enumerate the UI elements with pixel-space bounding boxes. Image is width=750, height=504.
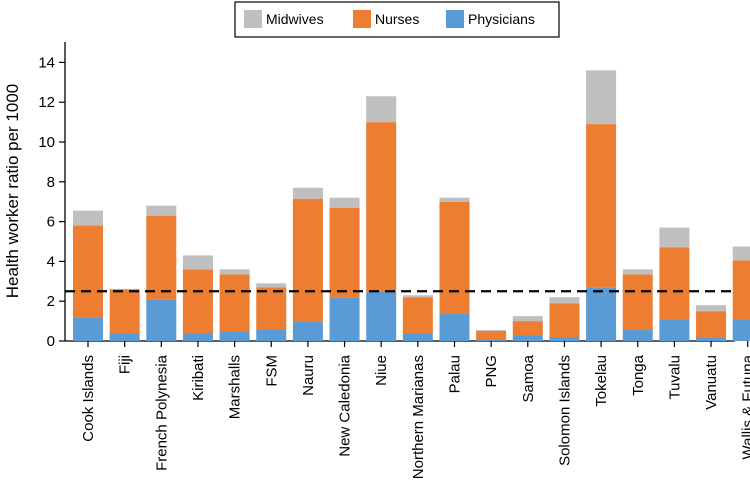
bar-physicians-14 [586, 287, 617, 341]
y-tick-label: 2 [47, 293, 55, 310]
bar-midwives-11 [476, 330, 507, 332]
bar-nurses-7 [329, 207, 360, 298]
bar-physicians-4 [219, 331, 250, 341]
y-tick-label: 10 [38, 134, 55, 151]
bar-nurses-15 [622, 274, 653, 331]
bar-nurses-9 [402, 297, 433, 334]
bar-midwives-12 [512, 316, 543, 322]
legend: Midwives Nurses Physicians [234, 1, 560, 38]
category-label: Palau [447, 355, 464, 393]
category-label: Nauru [300, 355, 317, 396]
bar-nurses-12 [512, 321, 543, 336]
bar-physicians-13 [549, 337, 580, 341]
y-axis-label: Health worker ratio per 1000 [3, 84, 22, 299]
category-label: Fiji [117, 355, 134, 374]
bar-physicians-2 [146, 299, 177, 341]
bar-nurses-2 [146, 215, 177, 300]
bar-physicians-16 [659, 319, 690, 341]
category-label: Solomon Islands [556, 355, 573, 466]
legend-label-nurses: Nurses [375, 11, 419, 27]
legend-label-physicians: Physicians [468, 11, 535, 27]
bar-midwives-17 [696, 305, 727, 312]
bar-physicians-6 [292, 321, 323, 341]
bar-physicians-1 [109, 333, 140, 341]
bar-midwives-10 [439, 197, 470, 202]
y-tick-label: 8 [47, 174, 55, 191]
category-label: Niue [373, 355, 390, 386]
legend-swatch-nurses [353, 10, 371, 28]
bar-midwives-5 [256, 283, 287, 288]
bar-physicians-15 [622, 330, 653, 341]
bar-midwives-9 [402, 295, 433, 298]
bar-nurses-4 [219, 274, 250, 332]
legend-swatch-physicians [446, 10, 464, 28]
bar-physicians-8 [366, 291, 397, 341]
category-label: Tokelau [593, 355, 610, 407]
bar-physicians-3 [182, 333, 213, 341]
bar-nurses-14 [586, 124, 617, 288]
bar-midwives-14 [586, 70, 617, 125]
y-tick-label: 14 [38, 54, 55, 71]
y-tick-label: 6 [47, 214, 55, 231]
bar-physicians-9 [402, 333, 433, 341]
bar-physicians-11 [476, 340, 507, 341]
bar-midwives-4 [219, 269, 250, 275]
category-label: New Caledonia [337, 354, 354, 456]
category-label: Tonga [630, 354, 647, 396]
bar-midwives-18 [732, 246, 750, 261]
bar-midwives-8 [366, 96, 397, 123]
bar-midwives-15 [622, 269, 653, 275]
bar-midwives-13 [549, 297, 580, 304]
x-axis-labels: Cook Islands Fiji French Polynesia Kiribati… [80, 354, 750, 479]
bar-nurses-13 [549, 303, 580, 338]
bar-physicians-18 [732, 319, 750, 341]
category-label: Cook Islands [80, 355, 97, 442]
bar-midwives-2 [146, 205, 177, 216]
category-label: Wallis & Futuna [740, 354, 750, 459]
y-tick-label: 4 [47, 253, 55, 270]
bar-physicians-5 [256, 329, 287, 341]
bar-nurses-16 [659, 247, 690, 320]
bar-nurses-1 [109, 289, 140, 334]
bar-nurses-8 [366, 122, 397, 292]
bar-midwives-0 [73, 210, 103, 226]
bar-midwives-7 [329, 197, 360, 208]
legend-label-midwives: Midwives [266, 11, 324, 27]
category-label: Northern Marianas [410, 355, 427, 479]
y-axis-label-group: Health worker ratio per 1000 [3, 84, 22, 299]
category-label: French Polynesia [153, 354, 170, 471]
bar-nurses-3 [182, 269, 213, 334]
category-label: Samoa [520, 354, 537, 402]
bar-midwives-16 [659, 227, 690, 248]
bar-nurses-11 [476, 331, 507, 341]
bar-physicians-12 [512, 335, 543, 341]
category-label: Marshalls [227, 355, 244, 419]
category-label: Tuvalu [666, 355, 683, 399]
y-tick-label: 12 [38, 94, 55, 111]
legend-box [234, 1, 560, 38]
legend-swatch-midwives [244, 10, 262, 28]
bar-nurses-6 [292, 198, 323, 322]
bar-midwives-3 [182, 255, 213, 270]
y-tick-label: 0 [47, 333, 55, 350]
bar-midwives-6 [292, 187, 323, 199]
bar-nurses-5 [256, 287, 287, 330]
bar-physicians-10 [439, 313, 470, 341]
bars [73, 70, 750, 341]
bar-nurses-18 [732, 260, 750, 320]
bar-physicians-17 [696, 338, 727, 341]
category-label: Vanuatu [703, 355, 720, 410]
category-label: Kiribati [190, 355, 207, 401]
bar-physicians-0 [73, 317, 103, 341]
bar-nurses-0 [73, 225, 103, 318]
bar-nurses-17 [696, 311, 727, 339]
bar-nurses-10 [439, 201, 470, 314]
category-label: PNG [483, 355, 500, 388]
bar-physicians-7 [329, 297, 360, 341]
category-label: FSM [263, 355, 280, 387]
